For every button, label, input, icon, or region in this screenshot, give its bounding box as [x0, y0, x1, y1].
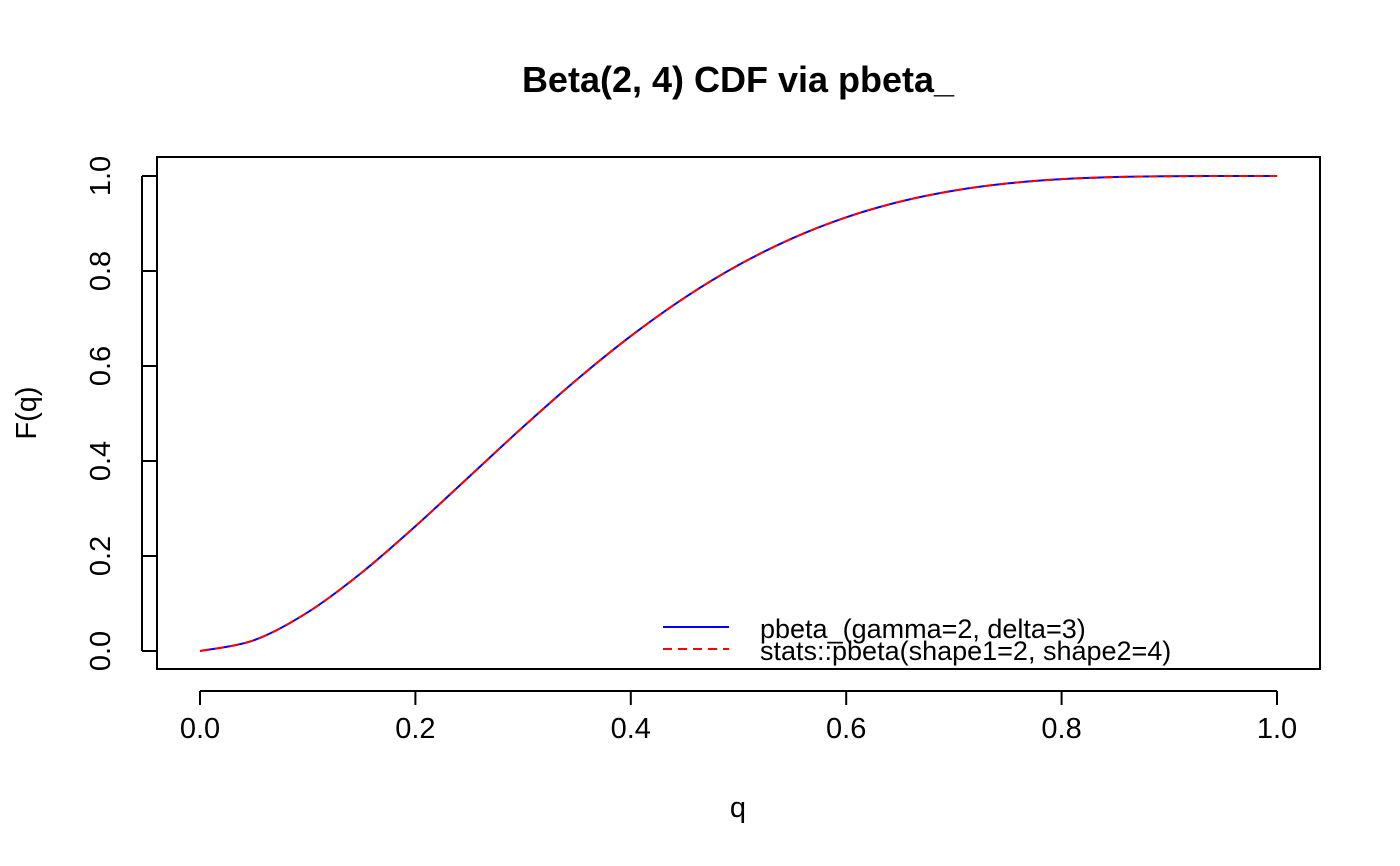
y-tick-label: 0.4 [85, 441, 117, 481]
y-tick-label: 1.0 [85, 156, 117, 196]
series-line-0 [199, 174, 1278, 652]
y-tick-label: 0.8 [85, 251, 117, 291]
series-line-1 [199, 174, 1278, 652]
y-tick-label: 0.0 [85, 631, 117, 671]
x-tick-label: 0.2 [395, 713, 435, 745]
x-tick-label: 1.0 [1257, 713, 1297, 745]
chart-title: Beta(2, 4) CDF via pbeta_ [522, 59, 955, 100]
x-tick-label: 0.0 [180, 713, 220, 745]
legend-label-pbeta: pbeta_(gamma=2, delta=3) [760, 614, 1086, 644]
y-axis: 0.0 0.2 0.4 0.6 0.8 1.0 [85, 156, 157, 671]
legend: pbeta_(gamma=2, delta=3) stats::pbeta(sh… [663, 614, 1171, 666]
x-tick-label: 0.6 [826, 713, 866, 745]
plot-frame [156, 156, 1321, 670]
series-layer [199, 174, 1278, 652]
legend-label-stats-pbeta: stats::pbeta(shape1=2, shape2=4) [760, 636, 1171, 666]
x-tick-label: 0.8 [1041, 713, 1081, 745]
x-tick-label: 0.4 [611, 713, 651, 745]
x-axis-label: q [730, 792, 746, 824]
y-tick-label: 0.6 [85, 346, 117, 386]
y-axis-label: F(q) [11, 386, 43, 439]
y-tick-label: 0.2 [85, 536, 117, 576]
x-axis: 0.0 0.2 0.4 0.6 0.8 1.0 [180, 690, 1297, 745]
